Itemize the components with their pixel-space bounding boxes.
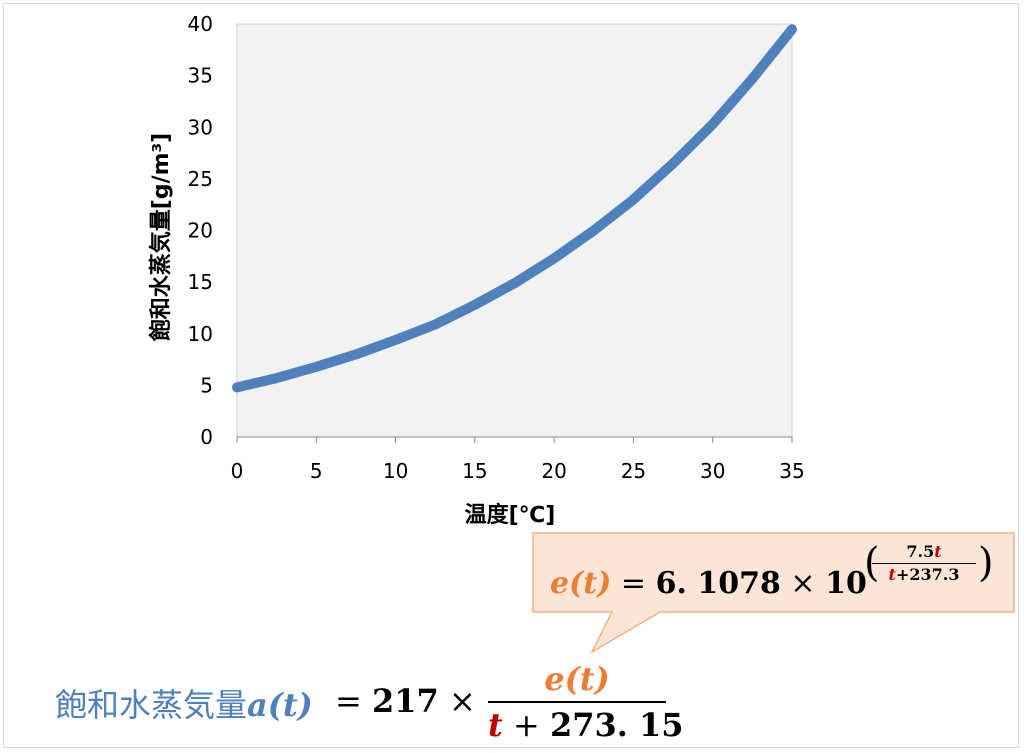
callout-coefficient: 6. 1078 — [655, 566, 781, 601]
main-den-t: t — [488, 706, 503, 744]
callout-close-paren: ) — [978, 540, 994, 586]
main-label-text: 飽和水蒸気量 — [55, 686, 248, 724]
y-tick-label: 35 — [188, 64, 213, 88]
exp-numerator-t: t — [934, 542, 942, 561]
main-formula: 飽和水蒸気量a(t) = 217 × e(t) t + 273. 15 — [55, 660, 695, 745]
main-fn: a(t) — [247, 686, 313, 724]
exp-numerator-coef: 7.5 — [906, 542, 935, 561]
y-tick-label: 20 — [188, 219, 213, 243]
x-tick-label: 25 — [621, 459, 646, 483]
exp-denominator-t: t — [888, 565, 896, 584]
plot-area — [236, 23, 793, 438]
callout-e-of-t: e(t) — [550, 566, 612, 601]
main-den-value: 273. 15 — [549, 706, 684, 744]
exp-denominator-rest: +237.3 — [895, 565, 960, 584]
y-tick-label: 25 — [188, 167, 213, 191]
main-equals: = — [335, 682, 362, 720]
x-tick-label: 20 — [541, 459, 566, 483]
x-tick-label: 10 — [383, 459, 408, 483]
callout-times: × — [790, 566, 816, 601]
y-tick-label: 5 — [200, 373, 213, 397]
x-tick-label: 5 — [310, 459, 323, 483]
x-tick-label: 30 — [700, 459, 725, 483]
main-numerator: e(t) — [544, 660, 610, 698]
image-frame — [3, 3, 1019, 748]
main-formula-label: 飽和水蒸気量a(t) — [55, 680, 313, 726]
x-tick-label: 0 — [231, 459, 244, 483]
y-axis-title: 飽和水蒸気量[g/m³] — [148, 133, 174, 342]
callout-exponent-fraction: 7.5t t+237.3 — [872, 542, 976, 585]
x-tick-label: 35 — [779, 459, 804, 483]
y-tick-label: 40 — [188, 12, 213, 36]
callout-equals: = — [620, 566, 647, 601]
main-fraction: e(t) t + 273. 15 — [488, 660, 684, 744]
axes — [236, 436, 793, 443]
series-line — [232, 24, 797, 393]
callout-open-paren: ( — [864, 540, 880, 586]
callout-formula: e(t) = 6. 1078 × 10 ( 7.5t t+237.3 ) — [550, 540, 1020, 612]
x-axis-title: 温度[℃] — [465, 502, 556, 528]
y-tick-label: 15 — [188, 270, 213, 294]
callout-base: 10 — [825, 566, 867, 601]
x-tick-label: 15 — [462, 459, 487, 483]
main-coefficient: 217 — [371, 682, 439, 720]
main-times: × — [448, 682, 476, 720]
main-rhs: = 217 × — [335, 682, 476, 720]
tick-labels: 0 5 10 15 20 25 30 35 0 5 10 15 20 25 30 35 40 — [188, 12, 805, 483]
y-tick-label: 30 — [188, 115, 213, 139]
main-denominator: t + 273. 15 — [488, 706, 684, 744]
y-tick-label: 10 — [188, 322, 213, 346]
main-den-plus: + — [512, 706, 540, 744]
y-tick-label: 0 — [200, 425, 213, 449]
callout-bubble — [532, 532, 1015, 654]
